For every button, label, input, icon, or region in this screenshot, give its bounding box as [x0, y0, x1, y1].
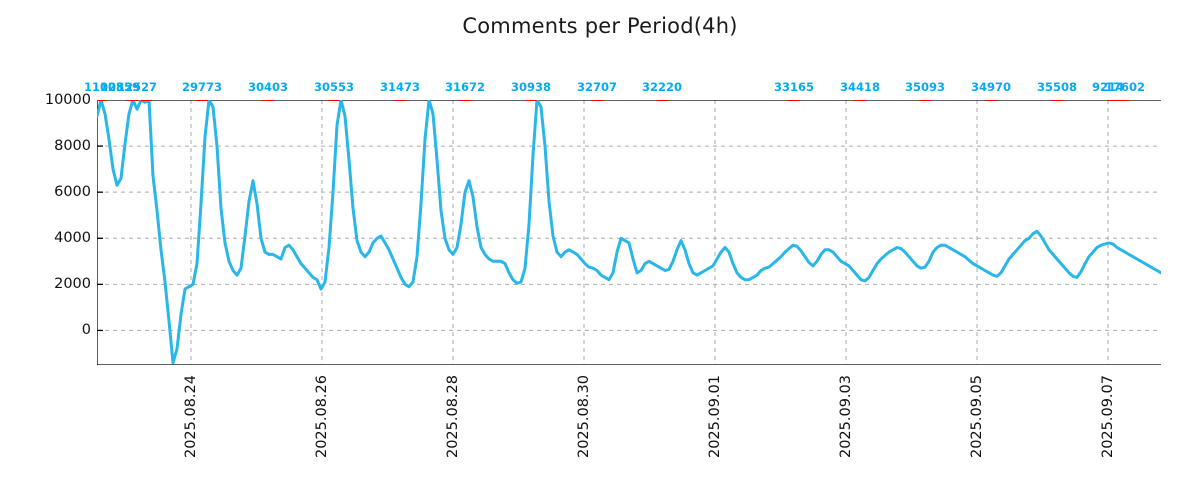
y-axis-tick-label: 0: [81, 322, 91, 339]
peak-marker-triangle: [328, 100, 340, 101]
x-axis-tick-label: 2025.08.24: [183, 375, 199, 459]
peak-marker-triangle: [854, 100, 866, 101]
peak-value-label: 32707: [576, 80, 618, 94]
y-axis-tick-label: 2000: [54, 276, 91, 293]
peak-value-label: 34418: [839, 80, 881, 94]
peak-marker-triangle: [525, 100, 537, 101]
peak-marker-triangle: [1051, 100, 1063, 101]
peak-value-label: 29773: [181, 80, 223, 94]
x-axis-tick-label: 2025.09.03: [838, 375, 854, 459]
peak-value-label: 30403: [247, 80, 289, 94]
peak-marker-triangle: [140, 100, 152, 101]
peak-value-label: 34970: [970, 80, 1012, 94]
x-axis-tick-label: 2025.09.05: [969, 375, 985, 459]
x-axis-tick-label: 2025.08.30: [576, 375, 592, 459]
plot-area: [97, 100, 1161, 365]
peak-marker-triangle: [1117, 100, 1129, 101]
y-axis-tick-label: 6000: [54, 184, 91, 201]
peak-value-label: 12527: [116, 80, 158, 94]
peak-value-label: 35093: [904, 80, 946, 94]
peak-value-label: 30553: [313, 80, 355, 94]
peak-value-label: 9214: [1091, 80, 1125, 94]
peak-marker-triangle: [262, 100, 274, 101]
x-axis-tick-label: 2025.09.01: [707, 375, 723, 459]
peak-marker-triangle: [97, 100, 106, 101]
peak-value-label: 31473: [379, 80, 421, 94]
peak-value-label: 31672: [444, 80, 486, 94]
peak-value-label: 33165: [773, 80, 815, 94]
peak-marker-triangle: [919, 100, 931, 101]
chart-title: Comments per Period(4h): [462, 14, 738, 38]
y-axis-tick-label: 4000: [54, 230, 91, 247]
peak-marker-triangle: [459, 100, 471, 101]
peak-marker-triangle: [985, 100, 997, 101]
peak-value-label: 11008: [83, 80, 125, 94]
peak-marker-triangle: [196, 100, 208, 101]
y-axis-tick-label: 10000: [44, 92, 91, 108]
peak-marker-triangle: [126, 100, 138, 101]
x-axis-tick-label: 2025.08.26: [314, 375, 330, 459]
peak-value-label: 35508: [1036, 80, 1078, 94]
x-axis-tick-label: 2025.09.07: [1100, 375, 1116, 459]
peak-marker-triangle: [656, 100, 668, 101]
data-line-comments-per-period: [97, 100, 1161, 365]
peak-marker-triangle: [591, 100, 603, 101]
peak-marker-triangle: [394, 100, 406, 101]
peak-value-label: 12559: [99, 80, 141, 94]
chart-svg: [97, 100, 1161, 365]
peak-value-label: 30938: [510, 80, 552, 94]
x-axis-tick-label: 2025.08.28: [445, 375, 461, 459]
peak-marker-triangle: [788, 100, 800, 101]
peak-marker-triangle: [1108, 100, 1120, 101]
y-axis-tick-label: 8000: [54, 138, 91, 155]
peak-value-label: 32220: [641, 80, 683, 94]
peak-value-label: 17602: [1104, 80, 1146, 94]
